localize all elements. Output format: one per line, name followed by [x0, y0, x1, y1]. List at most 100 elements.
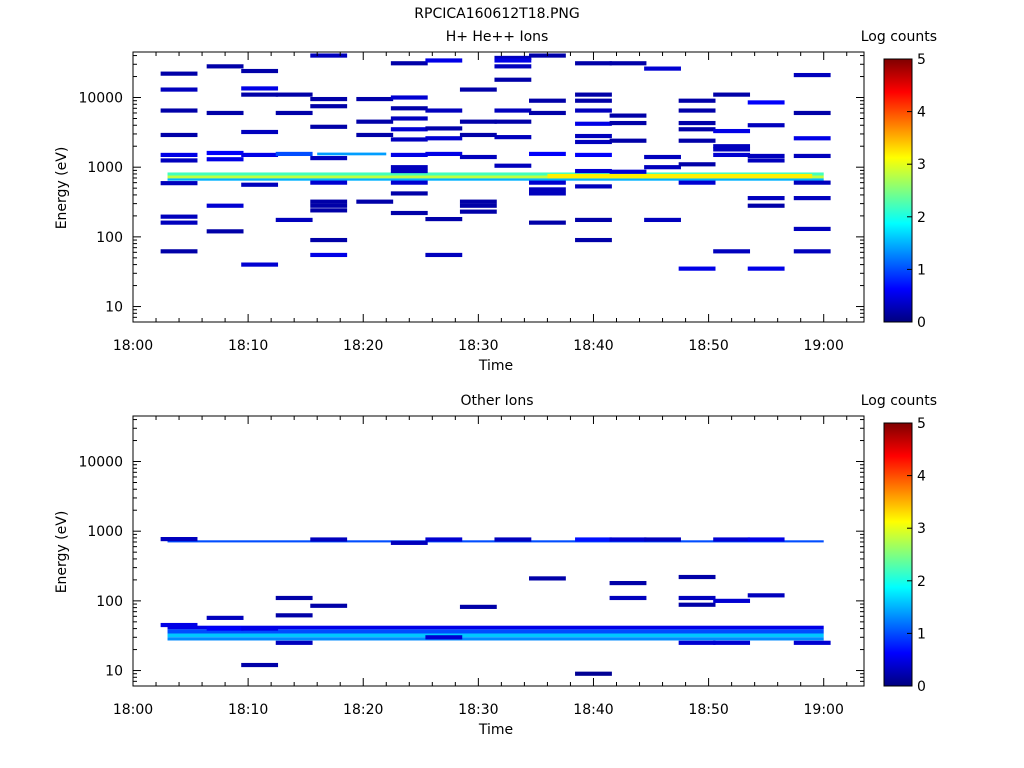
panel1-event-58 — [425, 151, 463, 157]
panel2-x-tick-label-1: 18:10 — [228, 702, 268, 718]
panel1-band-2 — [167, 178, 824, 181]
panel1-x-tick-label-5: 18:50 — [688, 338, 728, 354]
panel1-event-10 — [206, 64, 244, 69]
panel2-event-23 — [678, 574, 716, 580]
panel2-event-20 — [609, 580, 647, 586]
panel1-event-96 — [609, 61, 647, 66]
panel1-colorbar — [883, 58, 913, 323]
panel1-colorbar-tick-label-5: 5 — [917, 52, 926, 68]
panel2-colorbar-tick-label-2: 2 — [917, 574, 926, 590]
panel1-event-93 — [575, 184, 612, 189]
panel1-event-64 — [459, 154, 497, 160]
panel1-event-100 — [609, 169, 647, 174]
panel1-x-tick-label-0: 18:00 — [113, 338, 153, 354]
panel1-event-46 — [390, 127, 428, 132]
panel2-y-tick-label-2: 1000 — [87, 524, 123, 540]
panel1-event-27 — [310, 53, 348, 58]
panel1-event-12 — [206, 150, 244, 156]
panel1-event-80 — [529, 180, 566, 185]
panel1-event-60 — [425, 252, 463, 258]
panel1-event-77 — [529, 98, 566, 103]
panel2-event-32 — [793, 640, 831, 645]
panel1-colorbar-tick-label-3: 3 — [917, 157, 926, 173]
panel1-event-102 — [644, 154, 681, 160]
panel1-event-101 — [644, 66, 681, 71]
panel1-event-107 — [678, 120, 716, 126]
panel1-event-66 — [459, 203, 497, 208]
panel1-event-15 — [206, 229, 244, 234]
panel1-event-72 — [494, 108, 532, 113]
panel2-band-3 — [167, 633, 824, 638]
panel1-event-43 — [390, 95, 428, 100]
panel1-event-18 — [241, 92, 279, 97]
panel2-event-7 — [275, 613, 313, 618]
panel1-event-133 — [793, 249, 831, 254]
panel1-event-59 — [425, 216, 463, 222]
panel2-colorbar-tick-label-5: 5 — [917, 416, 926, 432]
panel2-x-tick-label-0: 18:00 — [113, 702, 153, 718]
panel1-event-88 — [575, 121, 612, 126]
panel1-event-117 — [713, 152, 751, 158]
panel1-event-0 — [160, 71, 198, 76]
panel1-y-tick-label-1: 100 — [96, 230, 123, 246]
panel1-event-44 — [390, 106, 428, 111]
panel1-event-62 — [459, 119, 497, 124]
panel1-event-126 — [793, 72, 831, 78]
panel1-event-35 — [310, 208, 348, 213]
panel1-band-3 — [317, 152, 387, 156]
figure-title: RPCICA160612T18.PNG — [414, 6, 580, 22]
panel1-y-tick-label-3: 10000 — [78, 91, 123, 107]
panel1-event-124 — [747, 203, 785, 208]
panel1-event-98 — [609, 120, 647, 126]
panel1-event-7 — [160, 214, 198, 219]
panel2-event-27 — [713, 537, 751, 542]
panel1-event-11 — [206, 110, 244, 116]
panel1-event-13 — [206, 157, 244, 162]
panel1-event-99 — [609, 138, 647, 143]
panel1-event-87 — [575, 108, 612, 113]
panel1-band-1 — [167, 175, 824, 179]
panel1-event-78 — [529, 110, 566, 116]
panel1-x-tick-label-1: 18:10 — [228, 338, 268, 354]
panel2-colorbar-label: Log counts — [860, 393, 937, 409]
panel1-event-108 — [678, 127, 716, 132]
panel1-event-89 — [575, 133, 612, 139]
panel2-event-4 — [241, 626, 279, 631]
panel1-event-111 — [678, 180, 716, 185]
panel2-colorbar-tick-label-4: 4 — [917, 469, 926, 485]
panel1-frame — [132, 51, 865, 323]
panel2-frame — [132, 415, 865, 687]
panel2-colorbar-tick-label-3: 3 — [917, 521, 926, 537]
panel1-event-103 — [644, 165, 681, 170]
panel1-event-33 — [310, 199, 348, 204]
panel1-colorbar-tick-label-0: 0 — [917, 315, 926, 331]
panel1-colorbar-tick-label-1: 1 — [917, 262, 926, 278]
panel1-event-1 — [160, 87, 198, 92]
panel2-event-9 — [310, 537, 348, 542]
panel1-event-45 — [390, 116, 428, 121]
panel1-event-38 — [356, 96, 394, 102]
panel2-event-18 — [575, 671, 612, 676]
panel2-event-12 — [425, 537, 463, 542]
panel2-y-tick-label-1: 100 — [96, 594, 123, 610]
panel1-event-65 — [459, 199, 497, 204]
panel1-event-120 — [747, 123, 785, 128]
panel1-event-48 — [390, 152, 428, 158]
panel1-event-36 — [310, 237, 348, 243]
panel1-event-19 — [241, 129, 279, 135]
panel1-event-74 — [494, 135, 532, 140]
panel2-event-17 — [575, 537, 612, 542]
panel1-event-24 — [275, 110, 313, 116]
panel1-event-115 — [713, 144, 751, 149]
panel1-band-4 — [547, 173, 813, 179]
panel2-event-16 — [529, 576, 566, 581]
panel1-event-113 — [713, 92, 751, 97]
panel1-x-tick-label-4: 18:40 — [573, 338, 613, 354]
panel1-event-30 — [310, 124, 348, 129]
panel2-event-22 — [644, 537, 681, 542]
panel1-event-16 — [241, 68, 279, 74]
panel1-event-51 — [390, 180, 428, 185]
panel1-event-70 — [494, 64, 532, 69]
panel1-colorbar-tick-label-2: 2 — [917, 210, 926, 226]
panel1-band-0 — [167, 172, 824, 176]
